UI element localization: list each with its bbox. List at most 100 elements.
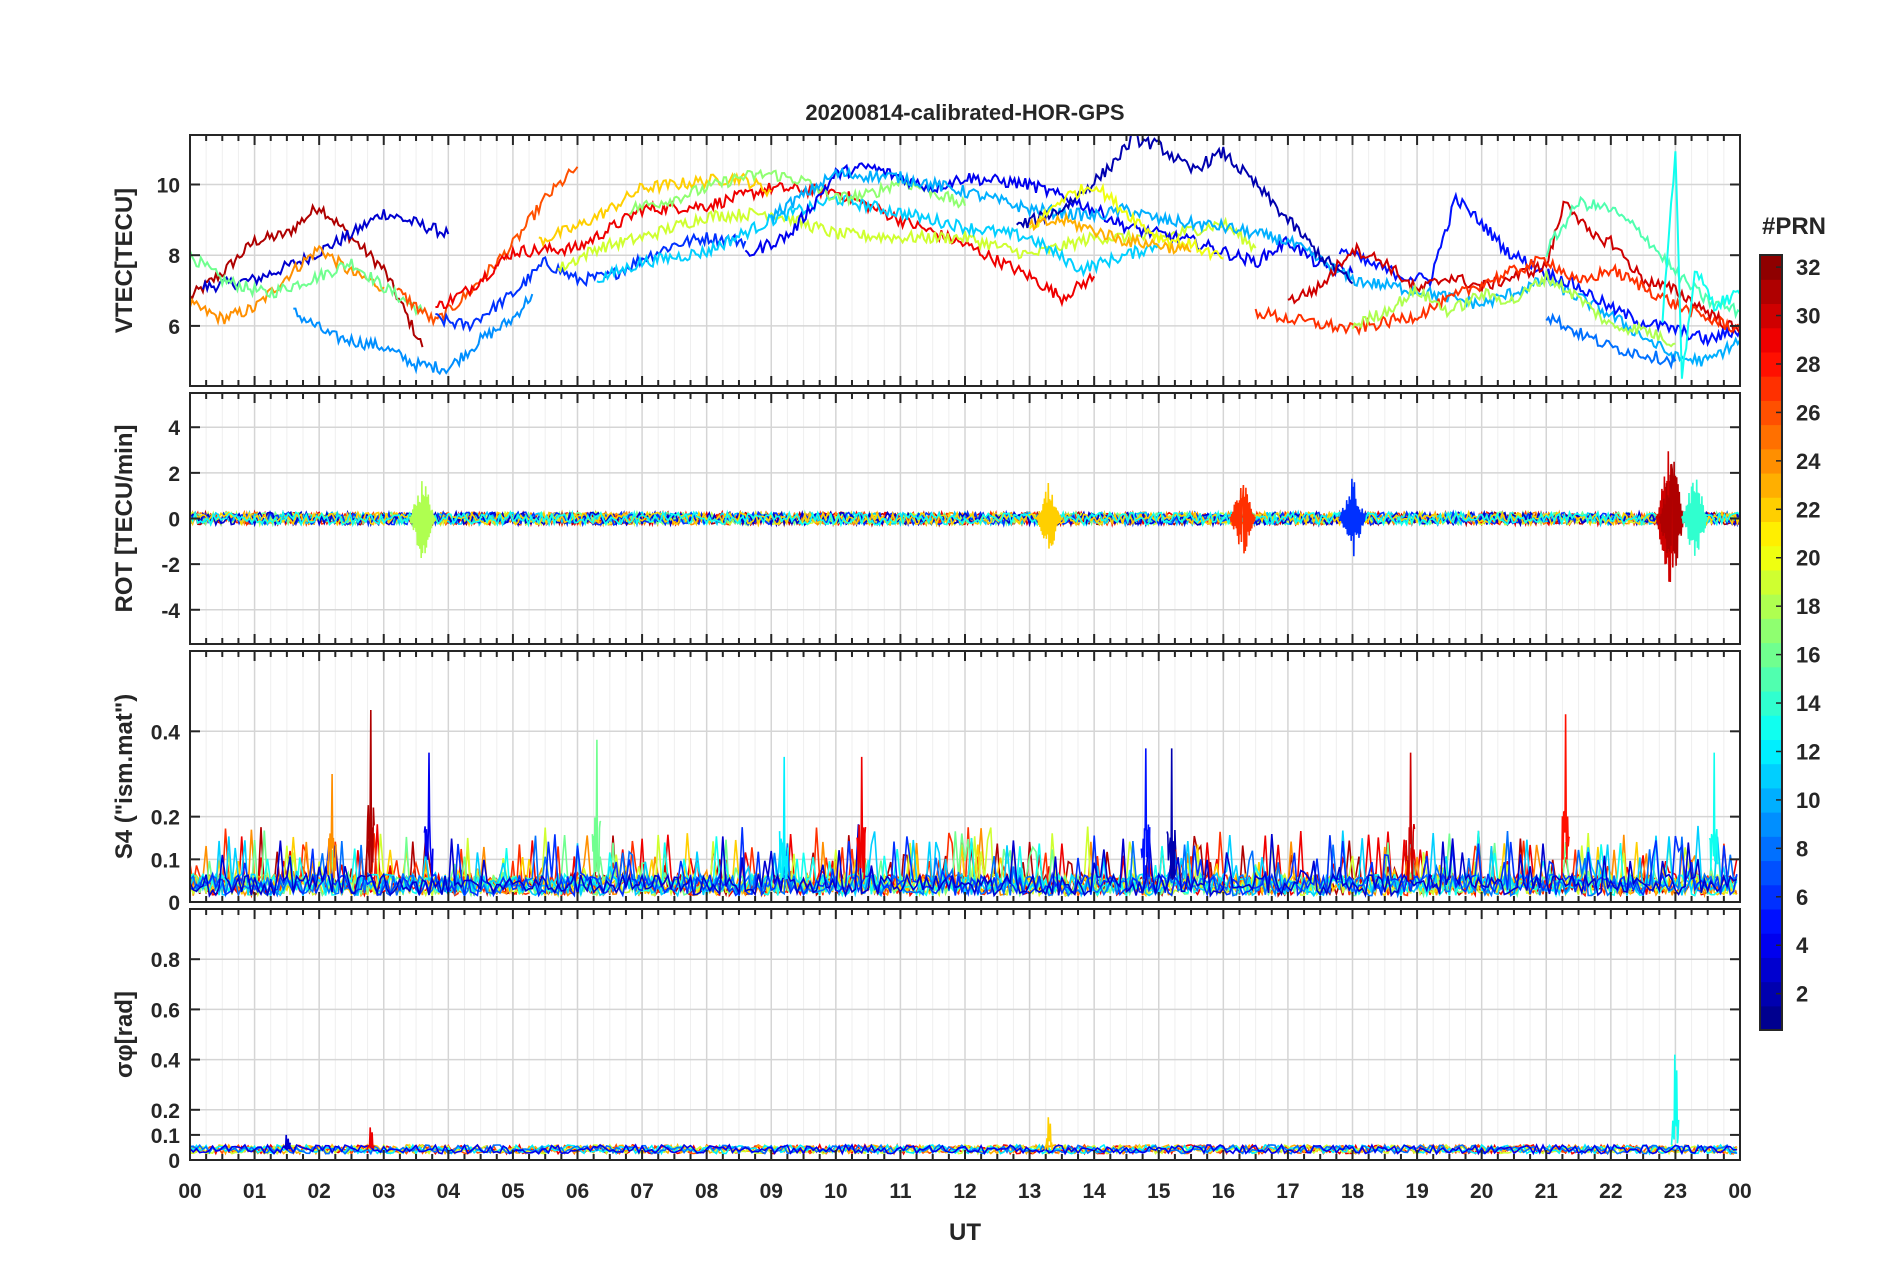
colorbar-tick-label: 10 bbox=[1796, 788, 1820, 813]
colorbar-segment bbox=[1760, 351, 1782, 377]
s4-peak-prn-5 bbox=[1140, 748, 1151, 879]
y-axis-label-2: ROT [TECU/min] bbox=[111, 425, 138, 613]
x-tick-label: 02 bbox=[307, 1180, 330, 1203]
x-tick-label: 11 bbox=[889, 1180, 912, 1203]
data-layer bbox=[190, 451, 1740, 583]
y-tick-label: 0.1 bbox=[151, 849, 181, 872]
x-tick-label: 00 bbox=[1728, 1180, 1751, 1203]
vtec-series-prn-6 bbox=[435, 232, 747, 333]
colorbar-segment bbox=[1760, 860, 1782, 886]
y-tick-label: 0 bbox=[168, 1150, 180, 1173]
x-tick-label: 01 bbox=[243, 1180, 267, 1203]
colorbar-segment bbox=[1760, 715, 1782, 740]
colorbar-segment bbox=[1760, 424, 1782, 450]
sigphi-peak-prn-3 bbox=[282, 1134, 291, 1150]
colorbar-segment bbox=[1760, 739, 1782, 765]
colorbar-segment bbox=[1760, 690, 1782, 716]
rot-burst-prn-27 bbox=[1229, 484, 1256, 554]
colorbar-tick-label: 12 bbox=[1796, 739, 1820, 764]
x-tick-label: 15 bbox=[1147, 1180, 1171, 1203]
s4-peak-prn-28 bbox=[1560, 714, 1571, 879]
x-tick-label: 19 bbox=[1405, 1180, 1428, 1203]
vtec-series-prn-11 bbox=[596, 193, 1160, 284]
colorbar-tick-label: 6 bbox=[1796, 885, 1808, 910]
s4-peak-prn-30 bbox=[1405, 752, 1416, 883]
y-tick-label: 0 bbox=[168, 892, 180, 915]
colorbar-segment bbox=[1760, 472, 1782, 498]
x-tick-label: 10 bbox=[824, 1180, 847, 1203]
s4-series-prn-8 bbox=[190, 831, 1738, 899]
vtec-series-prn-27 bbox=[1254, 255, 1740, 336]
vtec-series-prn-8 bbox=[1545, 312, 1677, 370]
y-tick-label: -4 bbox=[161, 600, 180, 623]
y-tick-label: 0.1 bbox=[151, 1125, 181, 1148]
y-tick-label: 0.4 bbox=[151, 1050, 181, 1073]
vtec-series-prn-3 bbox=[201, 209, 450, 294]
rot-burst-prn-31 bbox=[1658, 461, 1686, 566]
rot-burst-prn-22 bbox=[1035, 482, 1062, 549]
x-tick-label: 05 bbox=[501, 1180, 525, 1203]
y-tick-label: -2 bbox=[161, 554, 180, 577]
rot-burst-prn-6 bbox=[1338, 478, 1366, 557]
y-tick-label: 2 bbox=[168, 463, 180, 486]
x-tick-label: 16 bbox=[1212, 1180, 1235, 1203]
colorbar-tick-label: 2 bbox=[1796, 982, 1808, 1007]
s4-peak-prn-24 bbox=[326, 773, 337, 879]
s4-series-prn-3 bbox=[190, 824, 1738, 898]
y-tick-label: 6 bbox=[168, 316, 180, 339]
x-tick-label: 03 bbox=[372, 1180, 395, 1203]
colorbar-segment bbox=[1760, 1005, 1782, 1031]
colorbar-segment bbox=[1760, 569, 1782, 595]
s4-peak-prn-31 bbox=[365, 709, 375, 880]
vtec-series-prn-23 bbox=[1028, 211, 1192, 255]
vtec-series-prn-19 bbox=[557, 207, 1257, 274]
x-tick-label: 12 bbox=[953, 1180, 976, 1203]
data-layer bbox=[190, 135, 1740, 379]
x-tick-label: 00 bbox=[178, 1180, 201, 1203]
x-tick-label: 08 bbox=[695, 1180, 719, 1203]
y-tick-label: 0.2 bbox=[151, 1100, 180, 1123]
colorbar-segment bbox=[1760, 497, 1782, 523]
panel-4: 00.10.2 0.4 0.6 0.8 σφ[rad] bbox=[111, 908, 1741, 1173]
y-tick-label: 0.4 bbox=[151, 721, 181, 744]
colorbar-tick-label: 8 bbox=[1796, 836, 1808, 861]
vtec-series-prn-15 bbox=[1545, 195, 1740, 320]
colorbar-segment bbox=[1760, 981, 1782, 1007]
colorbar-segment bbox=[1760, 594, 1782, 619]
x-tick-label: 13 bbox=[1018, 1180, 1041, 1203]
colorbar-tick-label: 20 bbox=[1796, 546, 1820, 571]
rot-series-prn-13 bbox=[190, 509, 1740, 528]
x-tick-label: 20 bbox=[1470, 1180, 1493, 1203]
colorbar-segment bbox=[1760, 400, 1782, 426]
colorbar-segment bbox=[1760, 448, 1782, 474]
sigphi-peak-prn-29 bbox=[366, 1127, 375, 1151]
colorbar-tick-label: 14 bbox=[1796, 691, 1821, 716]
vtec-series-prn-24 bbox=[190, 244, 385, 326]
x-axis-label: UT bbox=[949, 1219, 981, 1246]
colorbar-segment bbox=[1760, 908, 1782, 934]
y-tick-label: 0.2 bbox=[151, 807, 180, 830]
colorbar-segment bbox=[1760, 957, 1782, 983]
x-tick-label: 17 bbox=[1276, 1180, 1299, 1203]
s4-peak-prn-4 bbox=[423, 752, 434, 877]
y-tick-label: 10 bbox=[157, 174, 180, 197]
x-tick-label: 18 bbox=[1341, 1180, 1365, 1203]
chart-title: 20200814-calibrated-HOR-GPS bbox=[805, 100, 1124, 125]
colorbar-segment bbox=[1760, 279, 1782, 305]
data-layer bbox=[190, 709, 1738, 899]
colorbar-segment bbox=[1760, 618, 1782, 644]
vtec-series-prn-4 bbox=[744, 162, 1354, 280]
colorbar-tick-label: 30 bbox=[1796, 304, 1820, 329]
x-tick-label: 21 bbox=[1535, 1180, 1559, 1203]
rot-burst-prn-18 bbox=[408, 481, 436, 559]
x-tick-label: 09 bbox=[760, 1180, 783, 1203]
colorbar-segment bbox=[1760, 255, 1782, 280]
panel-1: 6 8 10 VTEC[TECU] bbox=[111, 134, 1741, 387]
x-tick-label: 06 bbox=[566, 1180, 589, 1203]
vtec-series-prn-26 bbox=[396, 166, 579, 327]
colorbar-tick-label: 32 bbox=[1796, 255, 1820, 280]
x-tick-label: 23 bbox=[1664, 1180, 1687, 1203]
